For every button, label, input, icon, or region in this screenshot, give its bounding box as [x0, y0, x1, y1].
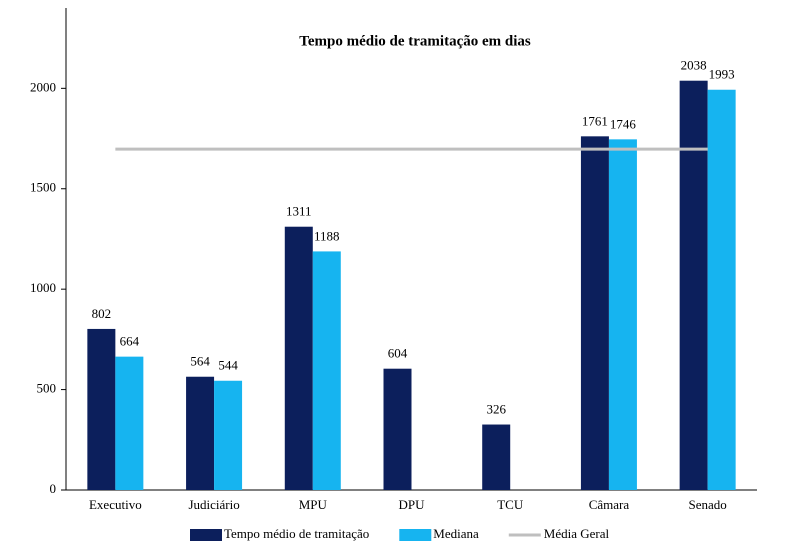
data-label: 1311	[286, 204, 312, 219]
bar	[186, 376, 215, 490]
data-label: 564	[190, 354, 210, 369]
x-tick-label: Judiciário	[188, 497, 239, 512]
legend-swatch	[190, 529, 222, 541]
bar	[214, 380, 243, 490]
data-label: 802	[92, 306, 112, 321]
x-tick-label: MPU	[299, 497, 328, 512]
legend-label: Tempo médio de tramitação	[224, 526, 369, 541]
y-tick-label: 0	[50, 481, 57, 496]
data-label: 1761	[582, 113, 608, 128]
data-label: 604	[388, 346, 408, 361]
bar	[679, 80, 708, 491]
bar	[580, 136, 609, 490]
data-label: 544	[218, 358, 238, 373]
data-label: 1746	[610, 116, 637, 131]
data-label: 2038	[681, 58, 707, 73]
bar	[115, 356, 144, 490]
y-tick-label: 1500	[30, 180, 56, 195]
bar	[284, 226, 313, 490]
data-label: 1993	[709, 67, 735, 82]
bar	[608, 139, 637, 490]
legend-label: Mediana	[433, 526, 479, 541]
legend-label: Média Geral	[544, 526, 610, 541]
chart-title: Tempo médio de tramitação em dias	[299, 33, 531, 49]
bar	[312, 251, 341, 490]
x-tick-label: Câmara	[589, 497, 630, 512]
data-label: 664	[120, 334, 140, 349]
x-tick-label: Executivo	[89, 497, 142, 512]
legend-swatch	[399, 529, 432, 541]
data-label: 326	[486, 402, 506, 417]
y-tick-label: 1000	[30, 280, 56, 295]
x-tick-label: TCU	[497, 497, 524, 512]
bar	[707, 89, 736, 490]
bar	[482, 424, 511, 490]
x-tick-label: Senado	[689, 497, 727, 512]
y-tick-label: 2000	[30, 79, 56, 94]
bar	[383, 368, 412, 490]
bar	[87, 328, 116, 490]
data-label: 1188	[314, 228, 340, 243]
y-tick-label: 500	[37, 381, 57, 396]
x-tick-label: DPU	[398, 497, 425, 512]
